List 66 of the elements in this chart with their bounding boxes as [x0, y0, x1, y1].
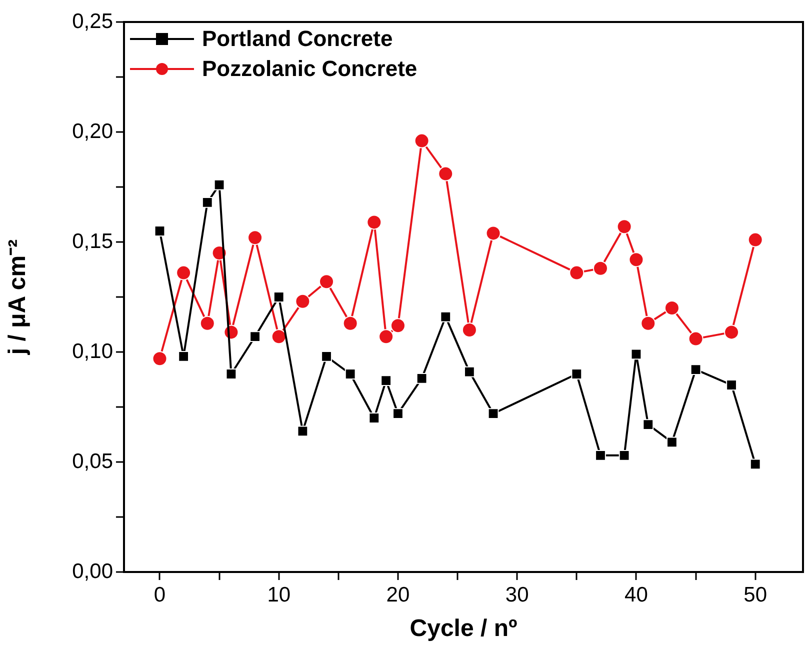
x-tick-label: 0	[154, 583, 166, 606]
point	[571, 368, 582, 380]
point	[440, 311, 452, 322]
point	[250, 331, 260, 342]
point	[726, 380, 737, 390]
x-tick-label: 20	[386, 583, 410, 606]
point	[226, 368, 237, 380]
y-tick-label: 0,25	[72, 10, 113, 33]
point	[748, 232, 763, 248]
point	[486, 226, 501, 241]
point	[724, 324, 740, 340]
point	[595, 450, 606, 461]
point	[462, 322, 477, 338]
point	[202, 196, 213, 208]
point	[368, 412, 380, 424]
x-tick-label: 30	[505, 583, 529, 606]
point	[628, 252, 644, 268]
point	[378, 329, 394, 344]
point	[154, 226, 166, 236]
legend-label: Pozzolanic Concrete	[202, 55, 418, 83]
point	[392, 408, 404, 420]
point	[464, 366, 475, 378]
point	[390, 318, 406, 334]
point	[273, 292, 284, 302]
point	[271, 329, 286, 344]
y-tick-label: 0,05	[72, 450, 113, 473]
point	[488, 408, 499, 420]
point	[214, 179, 225, 190]
y-axis-title: j / μA cm⁻²	[4, 239, 32, 356]
x-tick-label: 50	[744, 583, 768, 606]
point	[380, 375, 392, 386]
x-tick-label: 40	[624, 583, 648, 606]
point	[690, 364, 702, 376]
point	[342, 316, 358, 331]
point	[178, 350, 190, 362]
y-tick-label: 0,10	[72, 340, 113, 363]
point	[321, 350, 332, 362]
point	[569, 265, 584, 280]
point	[666, 436, 678, 448]
point	[248, 230, 263, 246]
point	[176, 265, 192, 280]
y-tick-label: 0,15	[72, 230, 113, 253]
y-tick-label: 0,20	[72, 120, 113, 143]
point	[664, 300, 680, 316]
point	[438, 166, 454, 182]
point	[416, 372, 428, 384]
point	[640, 316, 656, 331]
point	[414, 133, 430, 148]
point	[295, 294, 310, 309]
point	[688, 331, 704, 346]
point	[630, 348, 642, 360]
point	[319, 274, 334, 290]
y-tick-label: 0,00	[72, 560, 113, 583]
point	[297, 426, 308, 437]
x-axis-title: Cycle / nº	[410, 615, 518, 642]
legend-label: Portland Concrete	[202, 25, 393, 53]
point	[642, 419, 654, 430]
point	[592, 260, 608, 276]
point	[366, 214, 382, 230]
x-tick-label: 10	[267, 583, 291, 606]
point	[750, 458, 761, 470]
point	[344, 368, 356, 380]
point	[152, 351, 168, 366]
point	[616, 219, 632, 234]
point	[618, 450, 630, 461]
point	[200, 316, 215, 331]
